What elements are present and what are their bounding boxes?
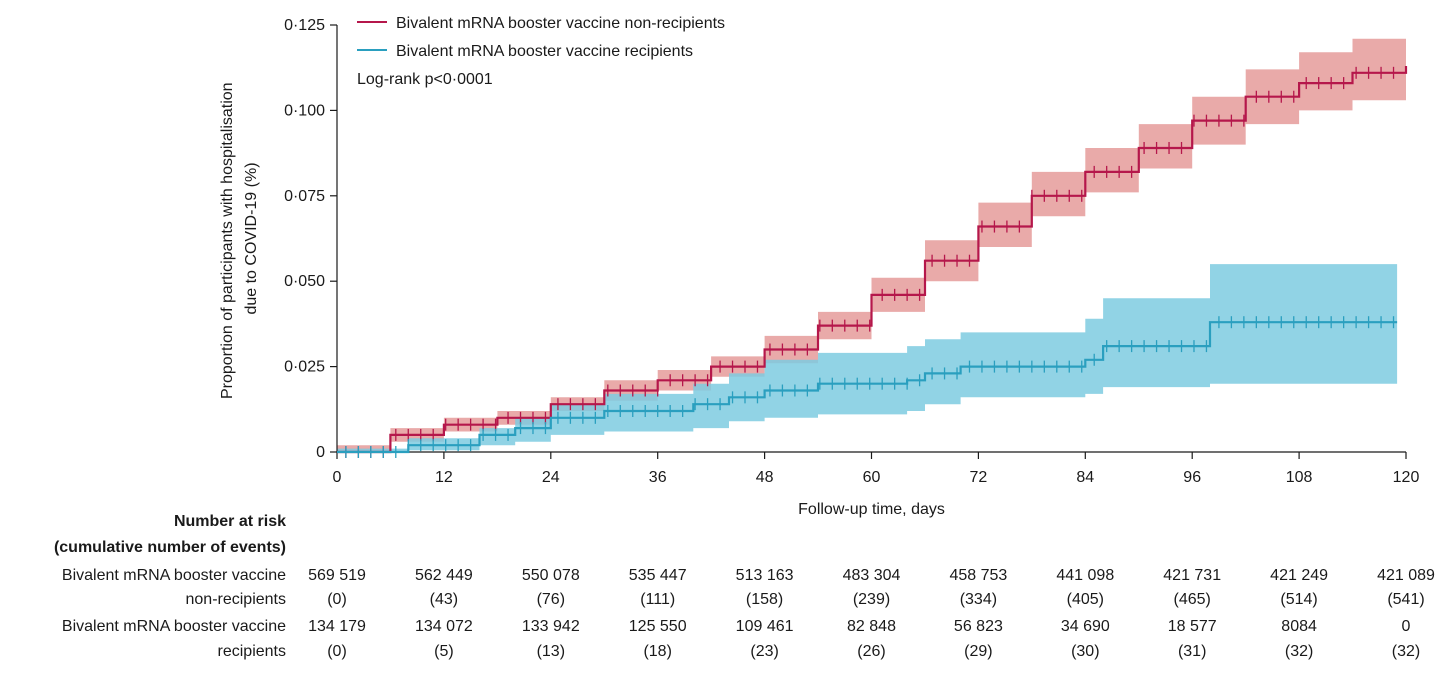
risk-events-cell: (405) [1066, 591, 1104, 608]
risk-events-cell: (541) [1387, 591, 1425, 608]
risk-events-cell: (18) [643, 643, 672, 660]
risk-at-risk-cell: 483 304 [842, 567, 901, 584]
y-tick-label: 0·125 [284, 17, 325, 34]
km-chart: 0 0·025 0·050 0·075 0·100 0·125 0 12 24 36 48 60 72… [219, 15, 1419, 518]
risk-at-risk-cell: 535 447 [628, 567, 687, 584]
risk-events-cell: (13) [536, 643, 566, 660]
y-ticks: 0 0·025 0·050 0·075 0·100 0·125 [284, 17, 337, 461]
risk-at-risk-cell: 134 179 [308, 618, 366, 635]
confidence-band-0 [337, 35, 1406, 452]
risk-at-risk-cell: 125 550 [628, 618, 687, 635]
risk-at-risk-cell: 550 078 [521, 567, 580, 584]
x-tick-label: 96 [1183, 469, 1201, 486]
risk-at-risk-cell: 513 163 [735, 567, 794, 584]
x-axis-title: Follow-up time, days [798, 501, 945, 518]
risk-at-risk-cell: 569 519 [308, 567, 366, 584]
risk-events-cell: (514) [1280, 591, 1318, 608]
y-tick-label: 0·075 [284, 188, 325, 205]
y-axis-title-line-1: Proportion of participants with hospital… [219, 82, 236, 399]
risk-at-risk-cell: 8084 [1281, 618, 1317, 635]
risk-at-risk-cell: 34 690 [1060, 618, 1110, 635]
legend: Bivalent mRNA booster vaccine non-recipi… [357, 15, 725, 88]
x-tick-label: 36 [649, 469, 667, 486]
risk-at-risk-cell: 421 249 [1270, 567, 1329, 584]
risk-at-risk-cell: 441 098 [1056, 567, 1115, 584]
y-axis-title-line-2: due to COVID-19 (%) [243, 162, 260, 314]
x-tick-label: 60 [863, 469, 881, 486]
risk-row-label-non-recipients-2: non-recipients [185, 591, 287, 608]
risk-events-cell: (32) [1391, 643, 1421, 660]
y-tick-label: 0 [316, 444, 325, 461]
risk-events-cell: (29) [964, 643, 993, 660]
risk-at-risk-cell: 134 072 [414, 618, 473, 635]
series-line-1 [337, 321, 1398, 454]
risk-row-label-recipients-1: Bivalent mRNA booster vaccine [61, 618, 286, 635]
risk-at-risk-cell: 421 089 [1377, 567, 1435, 584]
x-tick-label: 120 [1393, 469, 1420, 486]
x-ticks: 0 12 24 36 48 60 72 84 96 108 120 [333, 452, 1420, 486]
risk-at-risk-cell: 82 848 [847, 618, 896, 635]
risk-row-label-non-recipients-1: Bivalent mRNA booster vaccine [61, 567, 286, 584]
legend-label-non-recipients: Bivalent mRNA booster vaccine non-recipi… [396, 15, 725, 32]
risk-events-cell: (31) [1177, 643, 1207, 660]
y-tick-label: 0·050 [284, 273, 325, 290]
logrank-annotation: Log-rank p<0·0001 [357, 71, 493, 88]
risk-at-risk-cell: 56 823 [953, 618, 1003, 635]
legend-label-recipients: Bivalent mRNA booster vaccine recipients [396, 43, 693, 60]
risk-table-header-1: Number at risk [173, 513, 286, 530]
survival-lines [337, 66, 1408, 458]
risk-events-cell: (0) [327, 591, 347, 608]
y-axis-title: Proportion of participants with hospital… [219, 78, 260, 399]
risk-events-cell: (76) [536, 591, 566, 608]
y-tick-label: 0·025 [284, 359, 325, 376]
risk-at-risk-cell: 0 [1401, 618, 1411, 635]
risk-at-risk-cell: 133 942 [521, 618, 580, 635]
risk-events-cell: (334) [959, 591, 998, 608]
x-tick-label: 108 [1286, 469, 1313, 486]
x-tick-label: 84 [1076, 469, 1094, 486]
risk-at-risk-cell: 562 449 [414, 567, 473, 584]
risk-events-cell: (30) [1071, 643, 1100, 660]
risk-at-risk-cell: 458 753 [949, 567, 1008, 584]
x-tick-label: 72 [970, 469, 988, 486]
risk-events-cell: (158) [745, 591, 784, 608]
risk-events-cell: (111) [640, 591, 676, 608]
risk-events-cell: (465) [1173, 591, 1211, 608]
axes: 0 0·025 0·050 0·075 0·100 0·125 0 12 24 36 48 60 72… [284, 17, 1419, 486]
x-tick-label: 24 [542, 469, 560, 486]
risk-events-cell: (43) [429, 591, 459, 608]
risk-table-header-2: (cumulative number of events) [53, 539, 286, 556]
x-tick-label: 12 [435, 469, 453, 486]
x-tick-label: 0 [333, 469, 342, 486]
risk-events-cell: (239) [852, 591, 891, 608]
risk-events-cell: (32) [1284, 643, 1314, 660]
risk-events-cell: (26) [857, 643, 886, 660]
risk-events-cell: (5) [434, 643, 454, 660]
risk-row-label-recipients-2: recipients [217, 643, 286, 660]
x-tick-label: 48 [756, 469, 774, 486]
risk-events-cell: (0) [327, 643, 347, 660]
risk-events-cell: (23) [750, 643, 779, 660]
risk-at-risk-cell: 421 731 [1163, 567, 1222, 584]
risk-at-risk-cell: 109 461 [735, 618, 794, 635]
y-tick-label: 0·100 [284, 102, 325, 119]
risk-at-risk-cell: 18 577 [1167, 618, 1217, 635]
